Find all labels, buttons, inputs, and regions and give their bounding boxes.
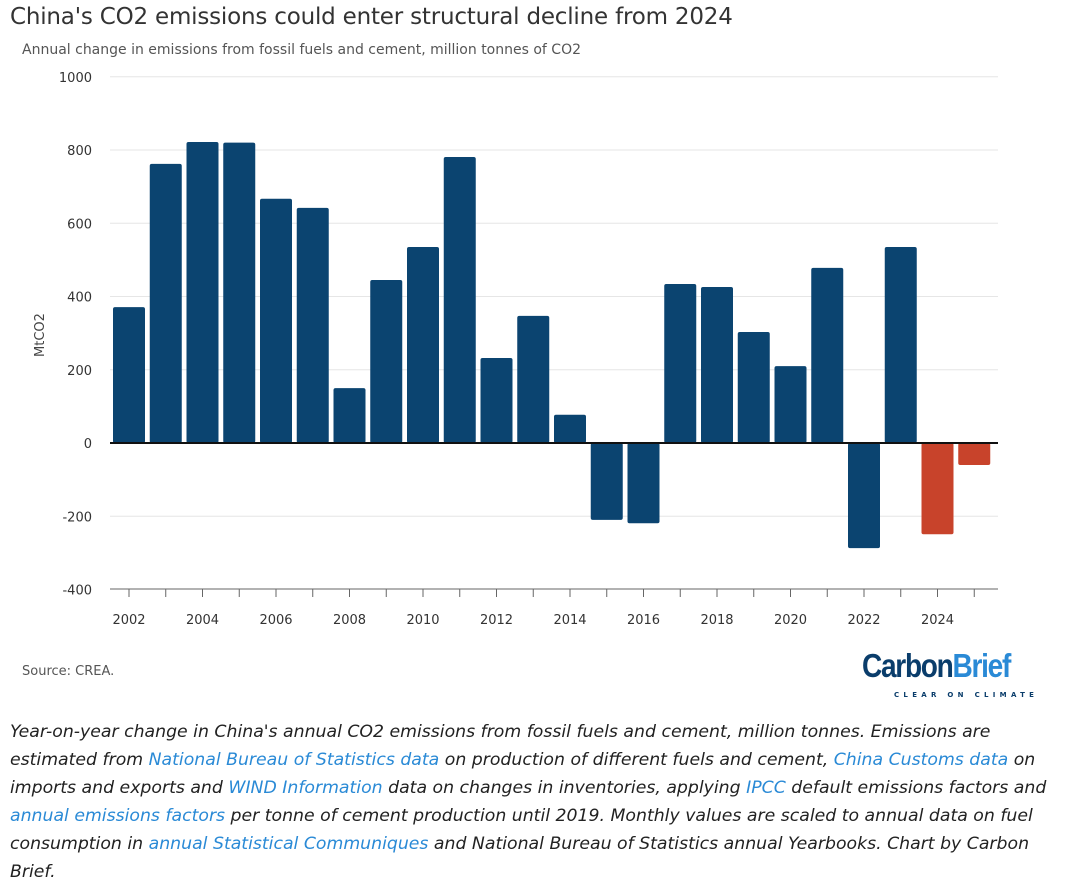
- logo-tagline: CLEAR ON CLIMATE: [894, 691, 1039, 699]
- chart-caption: Year-on-year change in China's annual CO…: [10, 718, 1070, 886]
- x-tick-label: 2008: [333, 613, 366, 628]
- caption-link[interactable]: annual Statistical Communiques: [148, 834, 429, 854]
- y-tick-label: 600: [67, 217, 92, 232]
- x-tick-label: 2014: [553, 613, 586, 628]
- caption-text: Year-on-year change in China's annual CO…: [10, 722, 991, 770]
- x-tick-label: 2002: [112, 613, 145, 628]
- caption-text: on production of different fuels and cem…: [439, 750, 834, 770]
- x-tick-label: 2020: [774, 613, 807, 628]
- bar-2024: [921, 443, 954, 535]
- bar-2022: [848, 443, 880, 549]
- y-tick-label: 0: [84, 437, 92, 452]
- bar-2003: [149, 163, 182, 444]
- bar-2004: [186, 141, 219, 443]
- y-tick-label: 1000: [59, 71, 92, 86]
- y-tick-label: 800: [67, 144, 92, 159]
- x-tick-label: 2004: [186, 613, 219, 628]
- bar-2006: [260, 198, 292, 443]
- chart-subtitle: Annual change in emissions from fossil f…: [22, 42, 581, 58]
- caption-link[interactable]: WIND Information: [228, 778, 383, 798]
- bar-2017: [664, 284, 697, 443]
- y-tick-label: -200: [62, 510, 92, 525]
- y-tick-label: 200: [67, 364, 92, 379]
- carbon-brief-logo: CarbonBrief CLEAR ON CLIMATE: [862, 647, 1039, 701]
- bar-2012: [480, 358, 513, 443]
- x-tick-label: 2018: [700, 613, 733, 628]
- bar-2007: [296, 207, 329, 443]
- y-tick-label: -400: [62, 584, 92, 599]
- x-tick-label: 2024: [921, 613, 954, 628]
- bar-2020: [774, 366, 807, 443]
- caption-text: per tonne of cement production until 201…: [10, 806, 1033, 854]
- y-axis-label: MtCO2: [33, 313, 48, 357]
- bar-2025: [958, 443, 991, 465]
- bar-2008: [333, 388, 366, 443]
- caption-link[interactable]: China Customs data: [833, 750, 1009, 770]
- bar-2005: [223, 142, 256, 444]
- x-tick-label: 2012: [480, 613, 513, 628]
- bar-2011: [443, 156, 476, 444]
- logo-text-brief: Brief: [952, 647, 1012, 684]
- bar-2014: [554, 414, 586, 443]
- source-note: Source: CREA.: [22, 664, 115, 679]
- y-tick-label: 400: [67, 291, 92, 306]
- x-tick-label: 2010: [406, 613, 439, 628]
- x-tick-label: 2006: [259, 613, 292, 628]
- caption-link[interactable]: annual emissions factors: [10, 806, 226, 826]
- bar-2015: [590, 443, 623, 520]
- bar-2021: [811, 267, 844, 443]
- bar-chart: -400 -200 0 200 400 600 800 1000 MtCO2 2002 2004 20…: [33, 71, 998, 628]
- x-tick-label: 2016: [627, 613, 660, 628]
- caption-text: default emissions factors and: [785, 778, 1047, 798]
- bar-2016: [627, 443, 660, 524]
- bar-2010: [407, 247, 439, 443]
- chart-title: China's CO2 emissions could enter struct…: [10, 4, 733, 30]
- logo-text-carbon: Carbon: [862, 647, 954, 684]
- bar-2023: [884, 247, 917, 443]
- bar-2009: [370, 280, 403, 443]
- caption-link[interactable]: National Bureau of Statistics data: [148, 750, 440, 770]
- bar-2019: [737, 332, 770, 443]
- x-tick-label: 2022: [847, 613, 880, 628]
- bar-2013: [517, 315, 550, 443]
- caption-text: on imports and exports and: [10, 750, 1036, 798]
- bar-2002: [113, 307, 145, 443]
- caption-link[interactable]: IPCC: [746, 778, 786, 798]
- caption-text: data on changes in inventories, applying: [382, 778, 747, 798]
- bar-2018: [701, 286, 733, 443]
